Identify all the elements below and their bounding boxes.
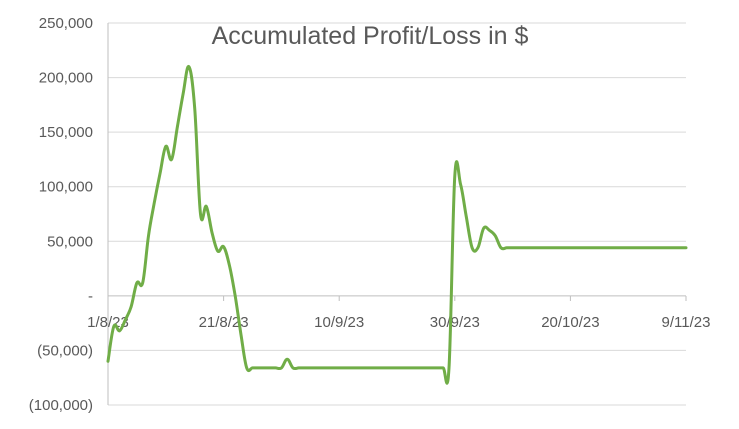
x-tick-label: 9/11/23 xyxy=(662,314,711,331)
x-tick-label: 30/9/23 xyxy=(430,314,480,331)
y-axis: 250,000 200,000 150,000 100,000 50,000 - (50,0… xyxy=(29,15,93,414)
y-tick-label: 250,000 xyxy=(39,15,93,32)
x-axis: 1/8/23 21/8/23 10/9/23 30/9/23 20/10/23 9/11/… xyxy=(87,296,710,331)
x-tick-label: 1/8/23 xyxy=(87,314,129,331)
gridlines xyxy=(107,22,686,406)
y-tick-label: - xyxy=(88,288,93,305)
y-tick-label: 50,000 xyxy=(47,233,93,250)
y-tick-label: 100,000 xyxy=(39,179,93,196)
x-tick-label: 10/9/23 xyxy=(314,314,364,331)
chart-title: Accumulated Profit/Loss in $ xyxy=(212,22,529,50)
y-tick-label: 200,000 xyxy=(39,70,93,87)
y-tick-label: 150,000 xyxy=(39,124,93,141)
x-tick-label: 20/10/23 xyxy=(541,314,599,331)
y-tick-label: (100,000) xyxy=(29,397,93,414)
x-tick-label: 21/8/23 xyxy=(199,314,249,331)
series-line xyxy=(106,65,688,385)
y-tick-label: (50,000) xyxy=(37,342,93,359)
